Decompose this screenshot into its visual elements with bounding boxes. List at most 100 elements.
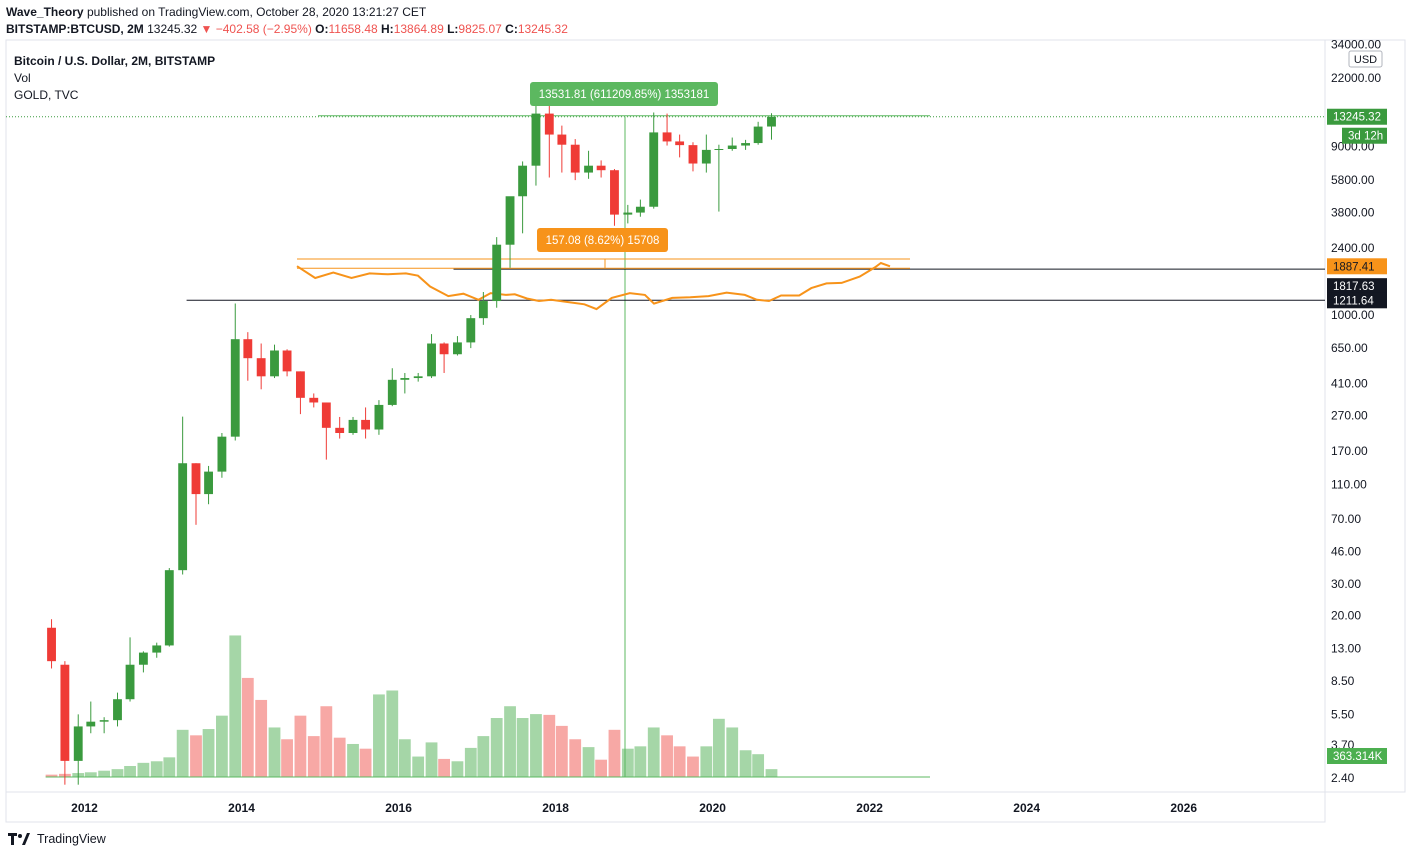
candle-body (348, 419, 358, 434)
volume-bar (464, 747, 477, 777)
tradingview-logo-icon (8, 833, 30, 845)
candle-body (47, 627, 56, 662)
gold-last-label: 1887.41 (1333, 261, 1375, 273)
measure-orange-box (537, 228, 668, 252)
volume-bar (490, 718, 503, 777)
last-price-label: 13245.32 (1333, 112, 1381, 124)
y-tick-label: 3800.00 (1331, 206, 1375, 220)
candle-body (753, 126, 763, 144)
volume-bar (176, 729, 189, 777)
measure-green-box (530, 82, 718, 106)
candle-body (270, 350, 279, 377)
ohlc-line: BITSTAMP:BTCUSD, 2M 13245.32 ▼ −402.58 (… (6, 22, 568, 36)
candle-body (152, 645, 162, 653)
y-tick-label: 34000.00 (1331, 37, 1381, 51)
candle-body (256, 358, 266, 377)
volume-bar (516, 718, 529, 777)
high-label: H: (381, 22, 394, 36)
y-tick-label: 2400.00 (1331, 241, 1375, 255)
y-tick-label: 270.00 (1331, 409, 1368, 423)
candle-body (570, 144, 580, 173)
y-tick-label: 13.00 (1331, 641, 1361, 655)
volume-bar (451, 761, 464, 777)
volume-bar (661, 735, 673, 777)
low-label: L: (447, 22, 459, 36)
volume-bar (700, 746, 713, 777)
y-tick-label: 46.00 (1331, 544, 1361, 558)
candle-body (321, 402, 331, 428)
legend-overlay[interactable]: GOLD, TVC (14, 88, 79, 102)
volume-bar (163, 757, 176, 777)
volume-bar (386, 690, 399, 777)
volume-bar (281, 739, 293, 777)
volume-bar (555, 725, 568, 777)
volume-bar (739, 750, 752, 777)
candle-body (596, 165, 606, 171)
candle-body (295, 371, 305, 398)
candle-body (230, 339, 240, 437)
candle-body (335, 427, 345, 434)
candle-body (86, 721, 96, 727)
legend-title[interactable]: Bitcoin / U.S. Dollar, 2M, BITSTAMP (14, 54, 216, 68)
candle-body (584, 165, 593, 173)
x-tick-label: 2018 (542, 801, 569, 815)
volume-bar (255, 699, 268, 777)
volume-bar (320, 706, 333, 777)
measure-orange-text: 157.08 (8.62%) 15708 (546, 235, 660, 247)
y-tick-label: 30.00 (1331, 577, 1361, 591)
volume-bar (621, 748, 634, 777)
publisher-line: Wave_Theory published on TradingView.com… (6, 5, 426, 19)
close-label: C: (505, 22, 518, 36)
x-tick-label: 2022 (856, 801, 883, 815)
x-tick-label: 2024 (1013, 801, 1040, 815)
author-name[interactable]: Wave_Theory (6, 5, 84, 19)
candle-body (701, 149, 711, 164)
y-tick-label: 70.00 (1331, 512, 1361, 526)
volume-bar (359, 748, 372, 777)
volume-bar (294, 715, 307, 777)
candle-body (309, 397, 319, 403)
legend-vol[interactable]: Vol (14, 71, 31, 85)
volume-bar (333, 737, 346, 777)
y-tick-label: 110.00 (1331, 477, 1367, 491)
close-value: 13245.32 (517, 22, 568, 36)
candle-body (204, 471, 213, 495)
candle-body (125, 664, 135, 700)
candle-body (531, 113, 541, 166)
volume-bar (229, 635, 242, 777)
volume-bar (425, 742, 438, 777)
volume-bar (582, 747, 595, 777)
candle-body (191, 463, 201, 495)
gold-last-label-box (1327, 258, 1387, 275)
volume-bar (765, 769, 778, 777)
y-tick-label: 650.00 (1331, 341, 1368, 355)
footer-brand[interactable]: TradingView (6, 831, 106, 847)
candle-body (767, 116, 776, 127)
volume-bar (307, 736, 320, 777)
y-tick-label: 22000.00 (1331, 71, 1381, 85)
level-label-2: 1211.64 (1333, 295, 1374, 307)
low-value: 9825.07 (458, 22, 502, 36)
volume-bar (726, 727, 739, 777)
candle-body (361, 419, 371, 430)
candle-body (623, 212, 633, 215)
candle-body (544, 113, 554, 135)
volume-bar (347, 743, 359, 777)
candle-body (243, 339, 253, 359)
volume-bar (569, 739, 582, 777)
volume-bar (45, 774, 58, 777)
volume-bar (438, 758, 450, 777)
volume-bar (398, 739, 411, 777)
volume-bar (595, 759, 608, 777)
candle-body (518, 165, 528, 197)
candle-body (505, 196, 515, 245)
volume-bar (268, 727, 281, 777)
candle-body (688, 145, 698, 164)
x-tick-label: 2014 (228, 801, 255, 815)
y-tick-label: 8.50 (1331, 674, 1355, 688)
volume-bar (373, 694, 385, 777)
volume-bar (477, 736, 490, 777)
axis-unit-text: USD (1354, 54, 1377, 66)
candle-body (675, 141, 685, 146)
